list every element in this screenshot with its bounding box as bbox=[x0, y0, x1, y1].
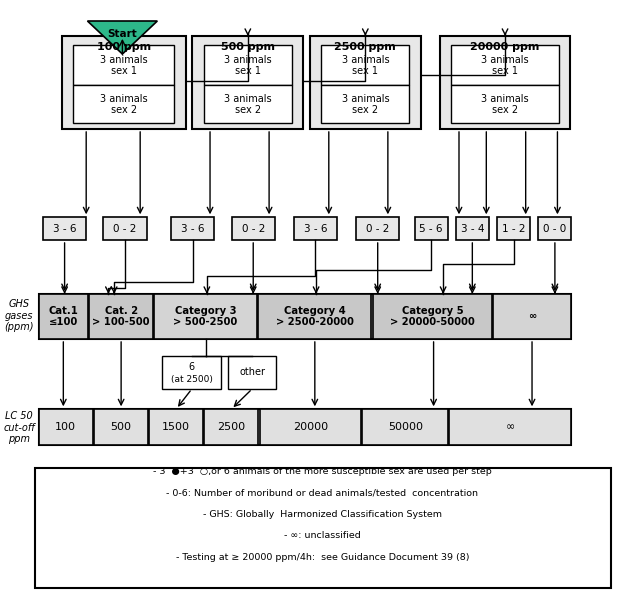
FancyBboxPatch shape bbox=[38, 294, 88, 339]
FancyBboxPatch shape bbox=[228, 356, 276, 389]
FancyBboxPatch shape bbox=[451, 45, 559, 85]
Text: 2500 ppm: 2500 ppm bbox=[335, 42, 396, 52]
Text: 3 - 4: 3 - 4 bbox=[461, 224, 484, 233]
Text: 20000: 20000 bbox=[293, 422, 328, 432]
FancyBboxPatch shape bbox=[62, 36, 186, 129]
Text: Category 4
> 2500-20000: Category 4 > 2500-20000 bbox=[276, 305, 354, 328]
FancyBboxPatch shape bbox=[538, 217, 572, 240]
FancyBboxPatch shape bbox=[451, 85, 559, 123]
FancyBboxPatch shape bbox=[38, 409, 93, 445]
FancyBboxPatch shape bbox=[43, 217, 86, 240]
Text: 3 animals: 3 animals bbox=[481, 55, 529, 65]
Text: sex 2: sex 2 bbox=[492, 105, 518, 115]
Text: 100: 100 bbox=[55, 422, 76, 432]
FancyBboxPatch shape bbox=[493, 294, 571, 339]
FancyBboxPatch shape bbox=[90, 294, 153, 339]
Text: - ∞: unclassified: - ∞: unclassified bbox=[284, 532, 361, 540]
FancyBboxPatch shape bbox=[204, 45, 292, 85]
FancyBboxPatch shape bbox=[103, 217, 147, 240]
Text: - 0-6: Number of moribund or dead animals/tested  concentration: - 0-6: Number of moribund or dead animal… bbox=[166, 488, 479, 497]
Text: 3 animals: 3 animals bbox=[224, 55, 271, 65]
Text: 0 - 2: 0 - 2 bbox=[241, 224, 265, 233]
Text: - GHS: Globally  Harmonized Classification System: - GHS: Globally Harmonized Classificatio… bbox=[203, 509, 442, 518]
Text: 3 animals: 3 animals bbox=[342, 94, 389, 104]
FancyBboxPatch shape bbox=[232, 217, 275, 240]
Text: 0 - 2: 0 - 2 bbox=[113, 224, 136, 233]
Text: Category 5
> 20000-50000: Category 5 > 20000-50000 bbox=[390, 305, 475, 328]
FancyBboxPatch shape bbox=[74, 45, 175, 85]
Text: 3 - 6: 3 - 6 bbox=[304, 224, 327, 233]
Text: sex 2: sex 2 bbox=[111, 105, 137, 115]
FancyBboxPatch shape bbox=[321, 85, 410, 123]
FancyBboxPatch shape bbox=[415, 217, 447, 240]
Text: 3 - 6: 3 - 6 bbox=[53, 224, 76, 233]
Text: sex 1: sex 1 bbox=[235, 66, 261, 76]
FancyBboxPatch shape bbox=[38, 294, 571, 339]
Polygon shape bbox=[88, 21, 157, 54]
Text: 3 animals: 3 animals bbox=[224, 94, 271, 104]
FancyBboxPatch shape bbox=[440, 36, 570, 129]
Text: LC 50
cut-off
ppm: LC 50 cut-off ppm bbox=[3, 411, 35, 445]
Text: - Testing at ≥ 20000 ppm/4h:  see Guidance Document 39 (8): - Testing at ≥ 20000 ppm/4h: see Guidanc… bbox=[176, 553, 469, 562]
Text: 3 animals: 3 animals bbox=[100, 94, 148, 104]
Text: 0 - 0: 0 - 0 bbox=[543, 224, 566, 233]
Text: 500: 500 bbox=[110, 422, 131, 432]
FancyBboxPatch shape bbox=[163, 356, 221, 389]
FancyBboxPatch shape bbox=[35, 468, 611, 588]
Text: sex 1: sex 1 bbox=[492, 66, 518, 76]
Text: sex 1: sex 1 bbox=[111, 66, 137, 76]
Text: (at 2500): (at 2500) bbox=[171, 375, 213, 384]
FancyBboxPatch shape bbox=[372, 294, 492, 339]
FancyBboxPatch shape bbox=[38, 409, 571, 445]
Text: 100 ppm: 100 ppm bbox=[97, 42, 151, 52]
Text: - 3  ●+3  ○,or 6 animals of the more susceptible sex are used per step: - 3 ●+3 ○,or 6 animals of the more susce… bbox=[153, 467, 492, 475]
Text: other: other bbox=[239, 367, 265, 377]
Text: 500 ppm: 500 ppm bbox=[221, 42, 275, 52]
FancyBboxPatch shape bbox=[204, 85, 292, 123]
Text: 3 - 6: 3 - 6 bbox=[181, 224, 205, 233]
FancyBboxPatch shape bbox=[310, 36, 421, 129]
Text: sex 1: sex 1 bbox=[352, 66, 378, 76]
Text: 2500: 2500 bbox=[217, 422, 245, 432]
Text: 3 animals: 3 animals bbox=[100, 55, 148, 65]
Text: 20000 ppm: 20000 ppm bbox=[470, 42, 540, 52]
FancyBboxPatch shape bbox=[172, 217, 214, 240]
Text: Cat.1
≤100: Cat.1 ≤100 bbox=[49, 305, 78, 328]
FancyBboxPatch shape bbox=[204, 409, 259, 445]
Text: Cat. 2
> 100-500: Cat. 2 > 100-500 bbox=[92, 305, 150, 328]
FancyBboxPatch shape bbox=[321, 45, 410, 85]
FancyBboxPatch shape bbox=[456, 217, 489, 240]
FancyBboxPatch shape bbox=[149, 409, 203, 445]
FancyBboxPatch shape bbox=[362, 409, 448, 445]
FancyBboxPatch shape bbox=[94, 409, 148, 445]
FancyBboxPatch shape bbox=[74, 85, 175, 123]
Text: Category 3
> 500-2500: Category 3 > 500-2500 bbox=[173, 305, 237, 328]
FancyBboxPatch shape bbox=[449, 409, 571, 445]
Text: 6: 6 bbox=[189, 362, 195, 373]
FancyBboxPatch shape bbox=[497, 217, 530, 240]
Text: 50000: 50000 bbox=[388, 422, 423, 432]
FancyBboxPatch shape bbox=[356, 217, 399, 240]
FancyBboxPatch shape bbox=[192, 36, 303, 129]
Text: sex 2: sex 2 bbox=[235, 105, 261, 115]
FancyBboxPatch shape bbox=[154, 294, 257, 339]
FancyBboxPatch shape bbox=[259, 294, 371, 339]
Text: 1500: 1500 bbox=[162, 422, 190, 432]
Text: 3 animals: 3 animals bbox=[342, 55, 389, 65]
FancyBboxPatch shape bbox=[260, 409, 361, 445]
Text: ∞: ∞ bbox=[528, 311, 536, 322]
Text: 5 - 6: 5 - 6 bbox=[419, 224, 443, 233]
Text: Start: Start bbox=[108, 29, 137, 38]
Text: sex 2: sex 2 bbox=[352, 105, 378, 115]
Text: ∞: ∞ bbox=[506, 422, 515, 432]
FancyBboxPatch shape bbox=[294, 217, 337, 240]
Text: 0 - 2: 0 - 2 bbox=[366, 224, 389, 233]
Text: 1 - 2: 1 - 2 bbox=[502, 224, 525, 233]
Text: 3 animals: 3 animals bbox=[481, 94, 529, 104]
Text: GHS
gases
(ppm): GHS gases (ppm) bbox=[4, 299, 34, 332]
